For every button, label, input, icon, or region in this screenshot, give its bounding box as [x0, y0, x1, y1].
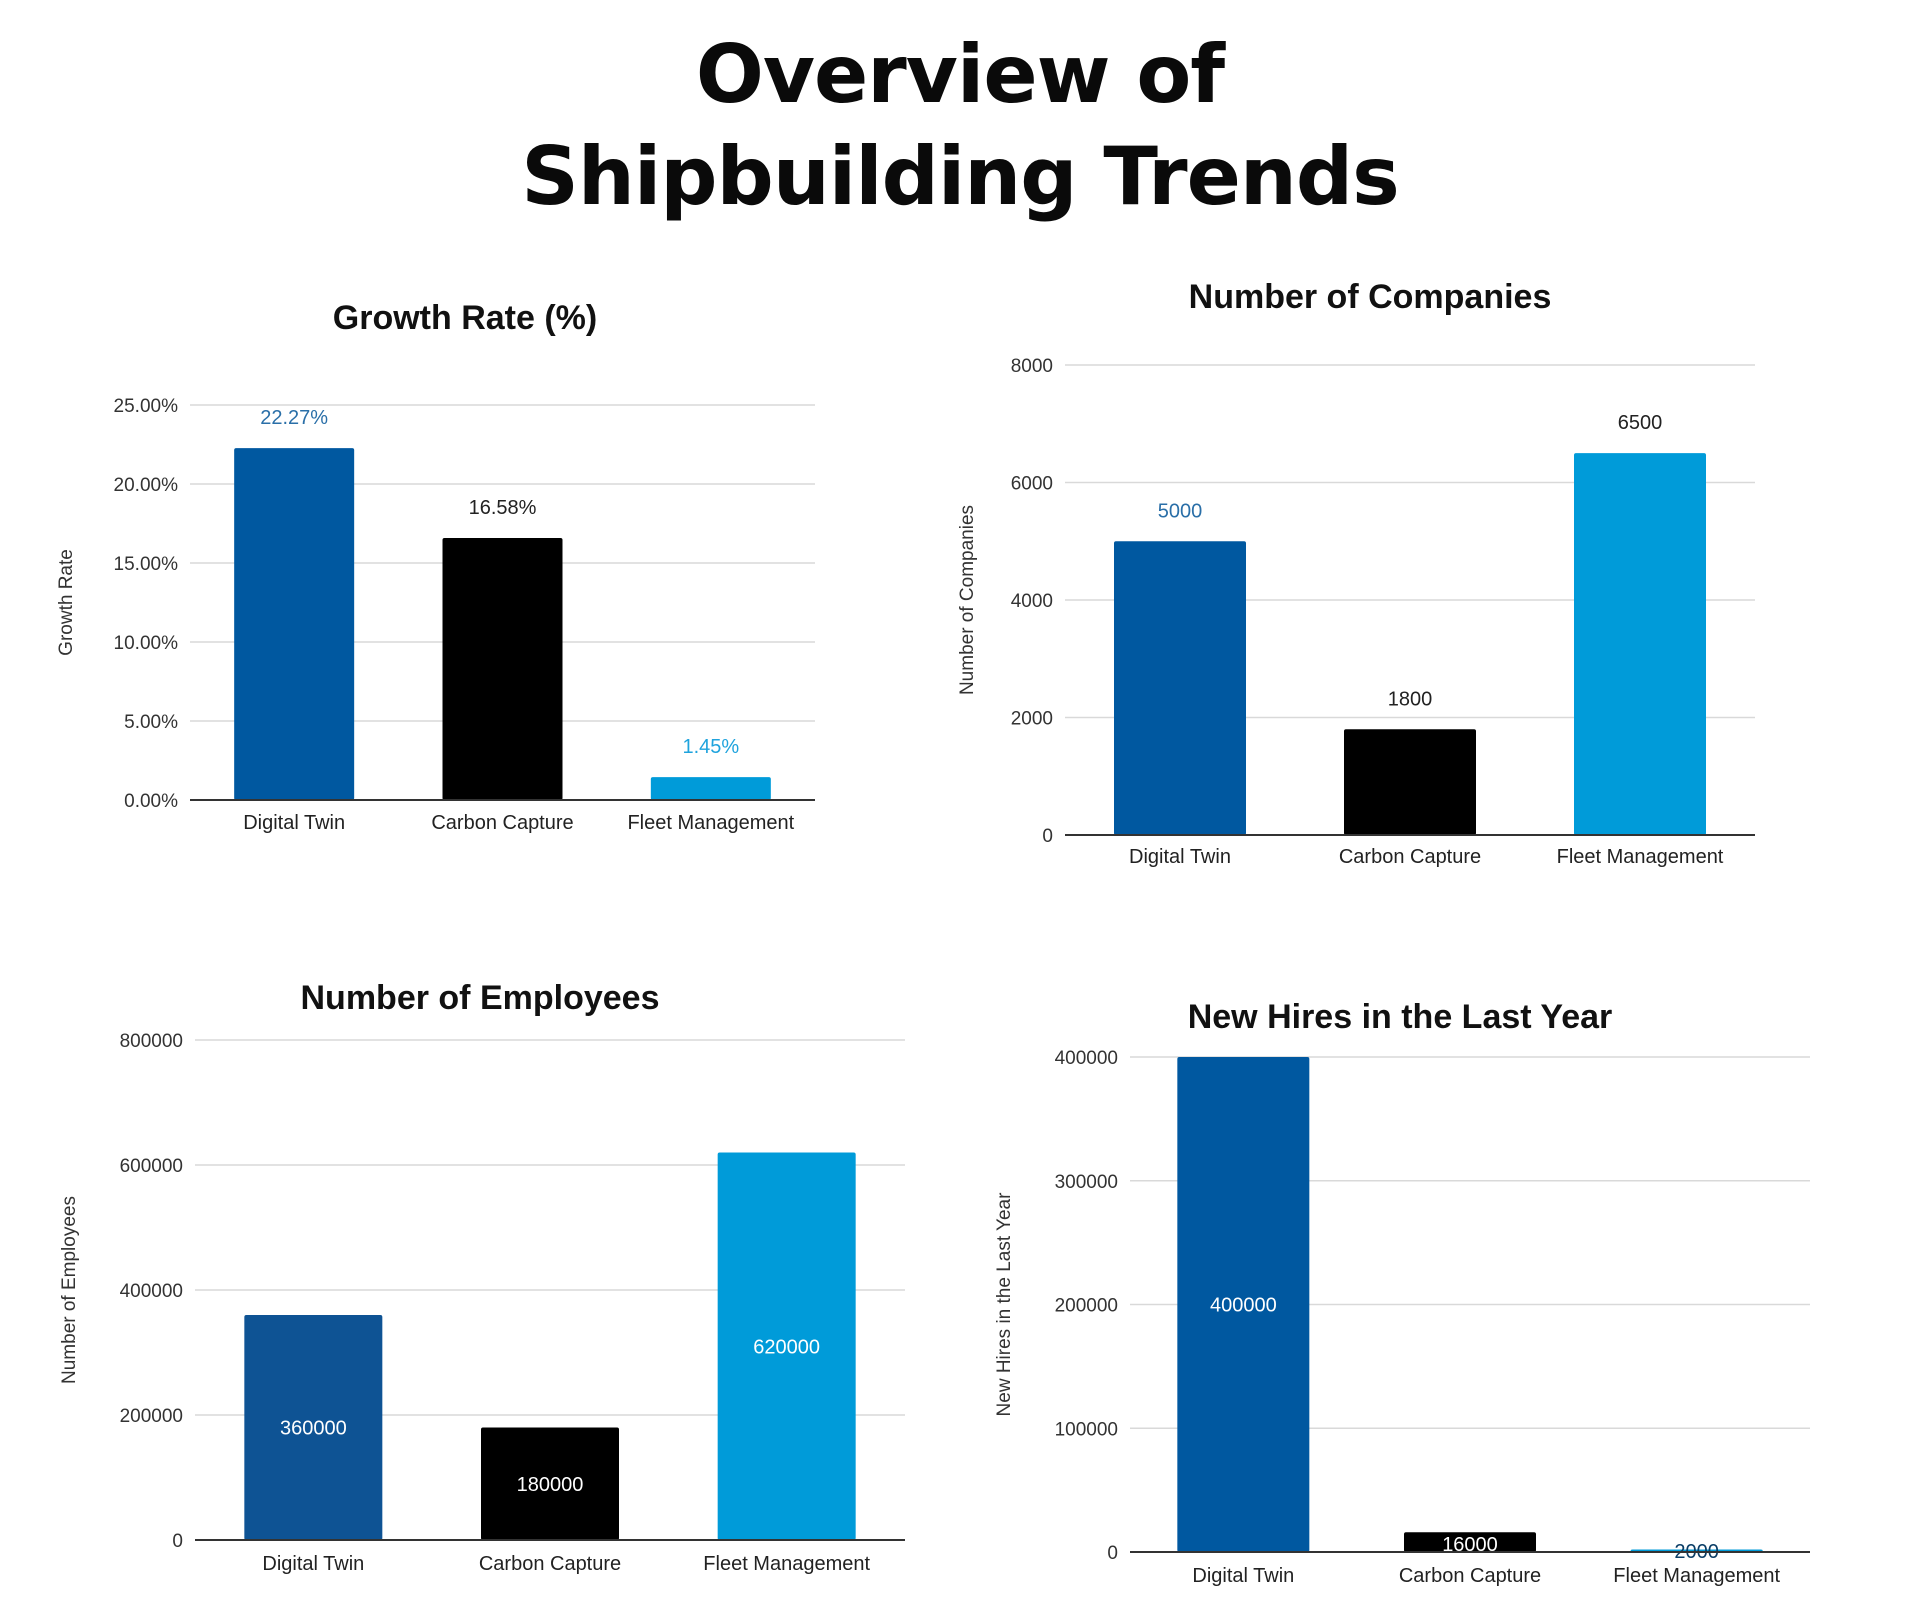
hires-y-axis-label: New Hires in the Last Year [994, 1192, 1015, 1417]
employees-bar-carbon-capture [481, 1427, 619, 1540]
growth-bar-fleet-management [650, 777, 771, 800]
hires-category-label: Fleet Management [1613, 1565, 1780, 1587]
hires-bar-digital-twin [1177, 1057, 1310, 1552]
companies-y-axis-label: Number of Companies [957, 505, 978, 695]
hires-y-tick-label: 0 [1107, 1543, 1118, 1564]
hires-y-tick-label: 400000 [1055, 1048, 1118, 1069]
companies-y-tick-label: 8000 [1011, 356, 1053, 377]
growth-bar-digital-twin [234, 448, 355, 800]
growth-chart-title: Growth Rate (%) [333, 299, 597, 337]
employees-bar-fleet-management [717, 1152, 856, 1540]
number-of-companies-chart: Number of Companies 0 2000 4000 6000 8000 Numb… [957, 278, 1755, 868]
growth-category-label: Digital Twin [243, 812, 345, 834]
growth-y-axis-label: Growth Rate [56, 549, 77, 656]
growth-y-tick-label: 25.00% [114, 396, 179, 417]
hires-bar-carbon-capture [1404, 1532, 1536, 1552]
hires-y-tick-label: 300000 [1055, 1172, 1118, 1193]
employees-chart-title: Number of Employees [301, 979, 660, 1017]
companies-bar-fleet-management [1574, 453, 1706, 835]
companies-category-label: Fleet Management [1557, 846, 1724, 868]
companies-y-tick-label: 4000 [1011, 591, 1053, 612]
growth-y-tick-label: 10.00% [114, 633, 179, 654]
employees-y-tick-label: 200000 [120, 1406, 183, 1427]
growth-bar-carbon-capture [442, 538, 563, 800]
growth-category-label: Fleet Management [627, 812, 794, 834]
employees-y-tick-label: 400000 [120, 1281, 183, 1302]
hires-data-label: 16000 [1442, 1534, 1498, 1556]
employees-bar-digital-twin [244, 1315, 383, 1540]
companies-bar-digital-twin [1114, 541, 1246, 835]
growth-y-tick-label: 15.00% [114, 554, 179, 575]
growth-y-tick-label: 20.00% [114, 475, 179, 496]
hires-y-tick-label: 100000 [1055, 1419, 1118, 1440]
hires-y-tick-label: 200000 [1055, 1296, 1118, 1317]
employees-category-label: Carbon Capture [479, 1553, 621, 1575]
hires-category-label: Digital Twin [1192, 1565, 1294, 1587]
companies-data-label: 5000 [1158, 500, 1203, 522]
employees-y-tick-label: 800000 [120, 1031, 183, 1052]
employees-y-axis-label: Number of Employees [59, 1196, 80, 1384]
hires-data-label: 400000 [1210, 1295, 1277, 1317]
companies-bar-carbon-capture [1344, 729, 1476, 835]
growth-data-label: 16.58% [469, 497, 537, 519]
employees-category-label: Fleet Management [703, 1553, 870, 1575]
employees-data-label: 360000 [280, 1418, 347, 1440]
companies-category-label: Carbon Capture [1339, 846, 1481, 868]
companies-data-label: 1800 [1388, 688, 1433, 710]
new-hires-chart: New Hires in the Last Year 0 100000 200000 3… [994, 998, 1810, 1587]
employees-y-tick-label: 600000 [120, 1156, 183, 1177]
page-title-line-2: Shipbuilding Trends [521, 130, 1399, 223]
companies-category-label: Digital Twin [1129, 846, 1231, 868]
growth-y-tick-label: 5.00% [124, 712, 178, 733]
companies-y-tick-label: 6000 [1011, 474, 1053, 495]
employees-category-label: Digital Twin [262, 1553, 364, 1575]
companies-y-tick-label: 0 [1042, 826, 1053, 847]
companies-y-tick-label: 2000 [1011, 709, 1053, 730]
hires-category-label: Carbon Capture [1399, 1565, 1541, 1587]
number-of-employees-chart: Number of Employees 0 200000 400000 600000 80… [59, 979, 905, 1575]
employees-data-label: 180000 [517, 1474, 584, 1496]
growth-rate-chart: Growth Rate (%) 0.00% 5.00% 10.00% 15.00% 20.… [56, 299, 815, 834]
companies-data-label: 6500 [1618, 412, 1663, 434]
growth-data-label: 1.45% [682, 736, 739, 758]
growth-category-label: Carbon Capture [431, 812, 573, 834]
page-title: Overview of Shipbuilding Trends [0, 24, 1920, 228]
growth-y-tick-label: 0.00% [124, 791, 178, 812]
growth-data-label: 22.27% [260, 407, 328, 429]
hires-chart-title: New Hires in the Last Year [1188, 998, 1613, 1036]
employees-data-label: 620000 [753, 1336, 820, 1358]
employees-y-tick-label: 0 [172, 1531, 183, 1552]
companies-chart-title: Number of Companies [1189, 278, 1552, 316]
page-title-line-1: Overview of [695, 28, 1225, 121]
